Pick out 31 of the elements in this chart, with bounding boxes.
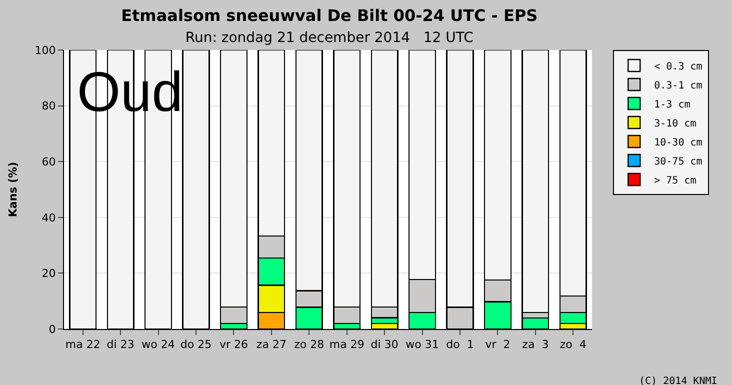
legend-label: 1-3 cm [654, 99, 690, 110]
x-tick-label: ma 22 [65, 338, 100, 352]
y-tick-label: 40 [42, 211, 56, 224]
legend-label: 10-30 cm [654, 137, 702, 148]
y-tick-label: 20 [42, 267, 56, 280]
x-tick-label: vr 2 [485, 338, 510, 352]
x-tick-label: di 30 [370, 338, 398, 352]
y-axis-title: Kans (%) [6, 162, 20, 218]
x-tick-label: zo 28 [294, 338, 324, 352]
legend-label: 3-10 cm [654, 118, 696, 130]
legend-label: 0.3-1 cm [654, 80, 702, 92]
x-tick-label: zo 4 [560, 338, 586, 352]
text: (C) 2014 KNMI [639, 376, 718, 385]
y-tick-label: 0 [48, 322, 56, 336]
chart-subtitle: Run: zondag 21 december 2014 12 UTC [185, 30, 474, 46]
x-tick-label: ma 29 [329, 338, 364, 352]
chart-title: Etmaalsom sneeuwval De Bilt 00-24 UTC - EPS [121, 6, 538, 26]
y-tick-label: 80 [42, 100, 56, 113]
x-tick-label: za 3 [522, 338, 549, 352]
legend-label: > 75 cm [654, 175, 696, 186]
legend-label: 30-75 cm [654, 156, 702, 168]
x-tick-label: za 27 [256, 338, 286, 352]
y-tick-label: 100 [34, 44, 56, 57]
x-tick-label: do 1 [446, 338, 474, 352]
legend-label: < 0.3 cm [654, 61, 702, 72]
x-tick-label: vr 26 [219, 338, 248, 352]
x-tick-label: di 23 [106, 338, 134, 352]
x-tick-label: wo 31 [406, 338, 439, 352]
x-tick-label: wo 24 [142, 338, 175, 352]
y-tick-label: 60 [42, 155, 56, 168]
x-tick-label: do 25 [180, 338, 212, 352]
